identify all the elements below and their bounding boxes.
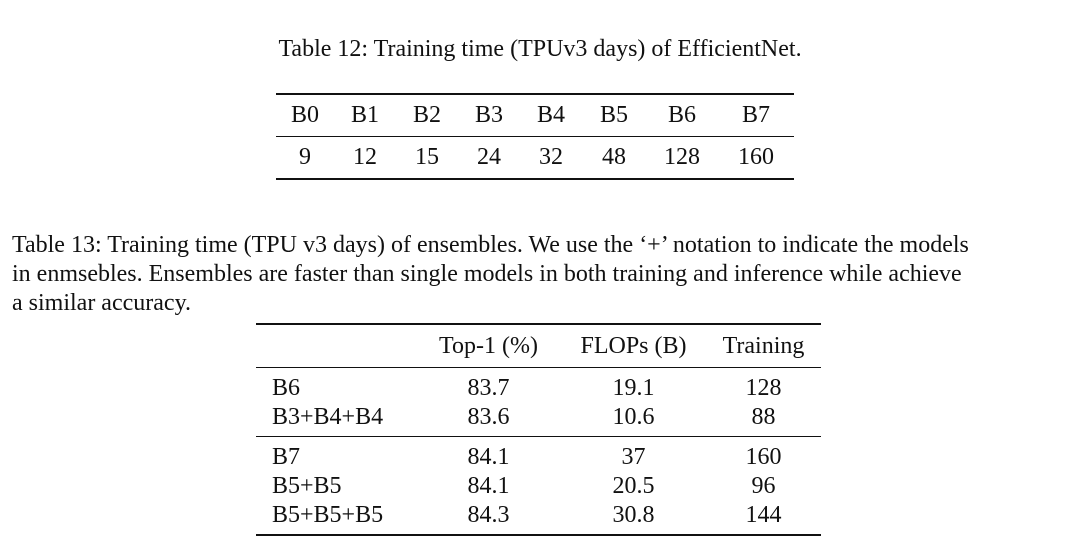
top1-cell: 83.7: [467, 375, 510, 401]
table-12-header-cell: B4: [520, 94, 582, 137]
table-13-caption-line: Table 13: Training time (TPU v3 days) of…: [12, 232, 969, 258]
table-12-header-cell: B0: [276, 94, 334, 137]
top1-cell: 84.1: [416, 436, 561, 472]
table-12-caption: Table 12: Training time (TPUv3 days) of …: [278, 36, 802, 62]
table-13-header-cell: [256, 324, 416, 368]
table-12-value-cell: 160: [738, 144, 774, 170]
table-12-value-cell: 12: [353, 144, 377, 170]
training-cell: 96: [751, 473, 776, 499]
table-13-header-cell: Top-1 (%): [416, 324, 561, 368]
table-13-caption-line: in enmsebles. Ensembles are faster than …: [12, 261, 962, 287]
table-13-header-cell: Training: [706, 324, 821, 368]
flops-cell: 30.8: [612, 502, 655, 528]
training-cell: 160: [706, 436, 821, 472]
table-13-caption-line: a similar accuracy.: [12, 290, 192, 316]
table-row: B3+B4+B4 83.6 10.6 88: [256, 403, 821, 437]
top1-cell: 83.6: [467, 404, 510, 430]
table-13: Top-1 (%) FLOPs (B) Training B6 83.7 19.…: [256, 323, 821, 536]
table-13-caption: Table 13: Training time (TPU v3 days) of…: [12, 231, 1074, 318]
table-13-group-2: B7 84.1 37 160 B5+B5 84.1 20.5 96 B5+B5+…: [256, 436, 821, 536]
table-row: B5+B5 84.1 20.5 96: [256, 472, 821, 501]
table-13-header-row: Top-1 (%) FLOPs (B) Training: [256, 324, 821, 368]
top1-cell: 84.1: [467, 473, 510, 499]
flops-cell: 10.6: [612, 404, 655, 430]
table-12-value-cell: 15: [415, 144, 439, 170]
training-cell: 128: [745, 375, 782, 401]
table-13-header-cell: FLOPs (B): [561, 324, 706, 368]
table-row: B7 84.1 37 160: [256, 436, 821, 472]
table-12-value-cell: 24: [477, 144, 501, 170]
training-cell: 144: [745, 502, 782, 528]
table-12-header-row: B0 B1 B2 B3 B4 B5 B6 B7: [276, 94, 794, 137]
table-12: B0 B1 B2 B3 B4 B5 B6 B7 9 12 15 24 32 48…: [276, 93, 794, 180]
table-12-header-cell: B2: [396, 94, 458, 137]
training-cell: 88: [751, 404, 776, 430]
model-cell: B5+B5+B5: [272, 502, 384, 528]
table-13-group-1: B6 83.7 19.1 128 B3+B4+B4 83.6 10.6 88: [256, 368, 821, 437]
flops-cell: 37: [561, 436, 706, 472]
flops-cell: 19.1: [612, 375, 655, 401]
top1-cell: 84.3: [467, 502, 510, 528]
table-12-value-cell: 128: [664, 144, 700, 170]
table-12-value-cell: 48: [602, 144, 626, 170]
table-12-value-row: 9 12 15 24 32 48 128 160: [276, 137, 794, 180]
table-12-header-cell: B1: [334, 94, 396, 137]
table-row: B5+B5+B5 84.3 30.8 144: [256, 501, 821, 535]
table-row: B6 83.7 19.1 128: [256, 368, 821, 404]
model-cell: B7: [256, 436, 416, 472]
table-12-header-cell: B5: [582, 94, 646, 137]
model-cell: B3+B4+B4: [272, 404, 384, 430]
model-cell: B6: [272, 375, 301, 401]
model-cell: B5+B5: [272, 473, 342, 499]
table-12-header-cell: B3: [458, 94, 520, 137]
table-12-value-cell: 9: [299, 144, 311, 170]
flops-cell: 20.5: [612, 473, 655, 499]
table-12-header-cell: B7: [718, 94, 794, 137]
table-12-value-cell: 32: [539, 144, 563, 170]
table-12-header-cell: B6: [646, 94, 718, 137]
